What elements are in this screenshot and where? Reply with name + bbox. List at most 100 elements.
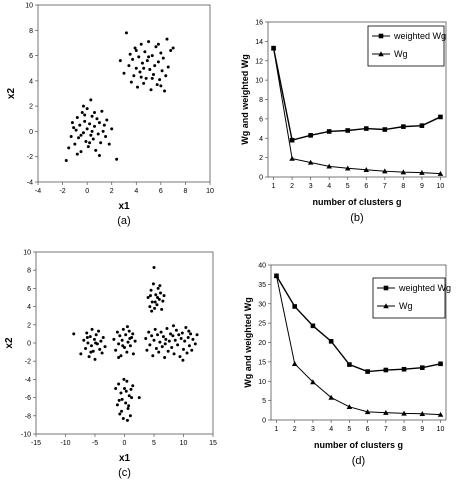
data-point: [145, 59, 149, 63]
data-point: [176, 343, 180, 347]
y-tick-label: 4: [259, 136, 263, 143]
data-point: [159, 51, 163, 55]
data-point: [195, 333, 199, 337]
plot-frame: [35, 251, 214, 435]
data-point: [91, 137, 95, 141]
triangle-marker: [326, 163, 332, 169]
triangle-marker: [273, 273, 280, 279]
data-point: [120, 338, 124, 342]
x-tick-label: 2: [293, 426, 297, 433]
data-point: [75, 116, 79, 120]
square-marker: [365, 369, 370, 374]
y-tick-label: 0: [29, 129, 33, 136]
data-point: [89, 344, 93, 348]
triangle-marker: [437, 411, 444, 417]
x-axis-label: x1: [118, 201, 130, 212]
data-point: [182, 347, 185, 351]
data-point: [81, 104, 85, 108]
data-point: [120, 409, 124, 413]
data-point: [148, 305, 152, 309]
data-point: [133, 46, 137, 50]
x-tick-label: 6: [159, 188, 163, 195]
data-point: [145, 348, 149, 352]
data-point: [118, 334, 122, 338]
data-point: [171, 324, 175, 328]
data-point: [125, 325, 129, 329]
data-point: [129, 387, 133, 391]
data-point: [127, 329, 131, 333]
data-point: [191, 337, 195, 341]
triangle-marker: [270, 45, 277, 51]
square-marker: [401, 124, 406, 129]
square-marker: [419, 123, 425, 128]
y-tick-label: -4: [27, 180, 33, 187]
series-line-wg: [275, 275, 441, 416]
data-point: [93, 110, 97, 114]
triangle-marker: [364, 409, 371, 415]
data-point: [156, 286, 160, 290]
data-point: [122, 377, 126, 381]
triangle-marker: [383, 303, 389, 309]
data-point: [165, 37, 169, 41]
square-marker: [438, 114, 443, 120]
square-marker: [438, 361, 443, 367]
data-point: [85, 336, 89, 340]
data-point: [102, 123, 106, 127]
x-axis-label: number of clusters g: [312, 197, 401, 207]
data-point: [174, 328, 178, 332]
data-point: [117, 382, 121, 386]
data-point: [154, 346, 158, 350]
data-point: [172, 352, 176, 356]
data-point: [84, 140, 88, 144]
y-tick-label: -2: [27, 154, 33, 161]
data-point: [69, 134, 73, 138]
data-point: [104, 134, 108, 138]
data-point: [155, 303, 159, 307]
data-point: [149, 288, 153, 292]
data-point: [112, 337, 116, 341]
data-point: [117, 356, 121, 360]
y-tick-label: 20: [258, 340, 266, 347]
data-point: [121, 327, 125, 331]
data-point: [94, 341, 98, 345]
data-point: [86, 341, 90, 345]
x-tick-label: 10: [206, 188, 214, 195]
data-point: [124, 389, 128, 393]
panel-caption: (d): [352, 455, 365, 467]
data-point: [131, 352, 135, 356]
triangle-marker: [307, 159, 314, 165]
data-point: [128, 344, 132, 348]
data-point: [122, 71, 126, 75]
data-point: [72, 126, 76, 130]
data-point: [139, 42, 143, 46]
data-point: [97, 329, 101, 333]
series-line-wg: [273, 48, 441, 175]
square-marker: [308, 133, 313, 138]
data-point: [150, 300, 154, 304]
data-point: [193, 342, 197, 346]
x-tick-label: 9: [420, 183, 424, 190]
data-point: [151, 354, 155, 358]
data-point: [178, 355, 182, 359]
data-point: [90, 129, 94, 133]
data-point: [119, 354, 123, 358]
data-point: [127, 394, 131, 398]
y-tick-label: 25: [258, 321, 266, 328]
data-point: [96, 132, 100, 136]
data-point: [80, 110, 84, 114]
y-tick-label: 6: [259, 116, 263, 123]
data-point: [89, 98, 93, 102]
x-tick-label: 4: [134, 188, 138, 195]
data-point: [184, 326, 188, 330]
data-point: [85, 107, 89, 111]
data-point: [103, 345, 107, 349]
data-point: [148, 67, 152, 71]
data-point: [143, 50, 147, 54]
data-point: [114, 348, 118, 352]
data-point: [84, 346, 88, 350]
x-tick-label: 8: [402, 426, 406, 433]
y-tick-label: 40: [258, 263, 266, 270]
data-point: [97, 121, 101, 125]
